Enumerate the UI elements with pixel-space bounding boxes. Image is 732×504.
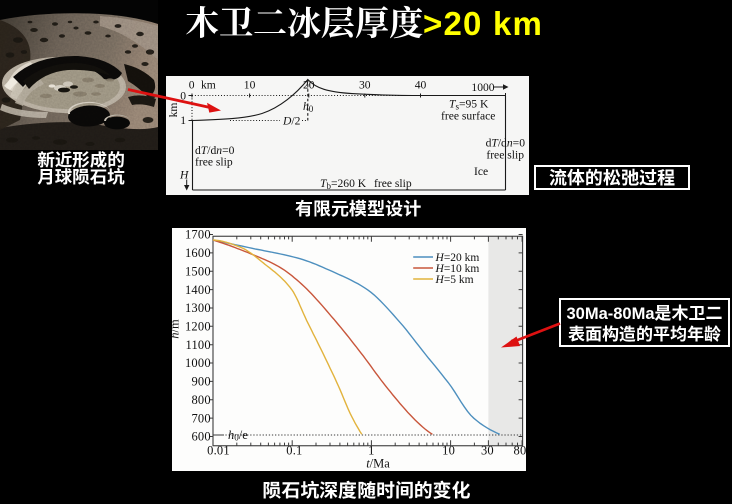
svg-text:1100: 1100	[185, 338, 210, 352]
svg-text:D/2: D/2	[282, 115, 301, 128]
svg-text:H=20 km: H=20 km	[435, 252, 480, 264]
svg-text:1: 1	[368, 443, 374, 457]
svg-text:free slip: free slip	[195, 156, 233, 169]
svg-text:1200: 1200	[185, 320, 211, 334]
svg-text:km: km	[201, 79, 216, 92]
svg-text:1000: 1000	[185, 356, 211, 370]
svg-text:1500: 1500	[185, 264, 211, 278]
svg-text:0.1: 0.1	[286, 443, 302, 457]
svg-text:dT/dn=0: dT/dn=0	[195, 144, 235, 157]
svg-text:H=5 km: H=5 km	[435, 274, 474, 286]
svg-text:10: 10	[442, 443, 455, 457]
svg-text:20: 20	[303, 79, 315, 92]
svg-text:1300: 1300	[185, 301, 211, 315]
svg-text:km: km	[167, 103, 180, 118]
svg-text:Ice: Ice	[474, 165, 488, 178]
svg-text:80: 80	[514, 443, 526, 457]
svg-text:H=10 km: H=10 km	[435, 263, 480, 275]
svg-text:0: 0	[180, 90, 186, 103]
svg-text:30: 30	[359, 79, 371, 92]
svg-text:H: H	[179, 169, 189, 182]
svg-text:t/Ma: t/Ma	[366, 457, 390, 471]
svg-text:600: 600	[191, 430, 210, 444]
svg-text:1700: 1700	[185, 228, 211, 242]
svg-text:1400: 1400	[185, 283, 211, 297]
svg-text:30: 30	[481, 443, 494, 457]
svg-text:Ts=95 K: Ts=95 K	[449, 98, 489, 112]
svg-text:h0: h0	[303, 100, 314, 114]
svg-text:h0/e: h0/e	[228, 428, 248, 443]
svg-text:dT/dn=0: dT/dn=0	[486, 137, 526, 150]
svg-text:Tb=260 K: Tb=260 K	[320, 177, 367, 191]
svg-text:0: 0	[189, 79, 195, 92]
svg-text:free surface: free surface	[441, 110, 495, 123]
svg-text:1: 1	[180, 114, 186, 127]
svg-text:1600: 1600	[185, 246, 211, 260]
svg-text:0.01: 0.01	[207, 443, 230, 457]
svg-text:10: 10	[244, 79, 256, 92]
svg-text:40: 40	[415, 79, 427, 92]
svg-text:free slip: free slip	[486, 149, 524, 162]
svg-text:700: 700	[191, 411, 210, 425]
svg-text:h/m: h/m	[172, 319, 182, 339]
svg-text:800: 800	[191, 393, 210, 407]
svg-text:1000: 1000	[471, 81, 494, 94]
svg-text:900: 900	[191, 375, 210, 389]
svg-text:free slip: free slip	[374, 177, 412, 190]
